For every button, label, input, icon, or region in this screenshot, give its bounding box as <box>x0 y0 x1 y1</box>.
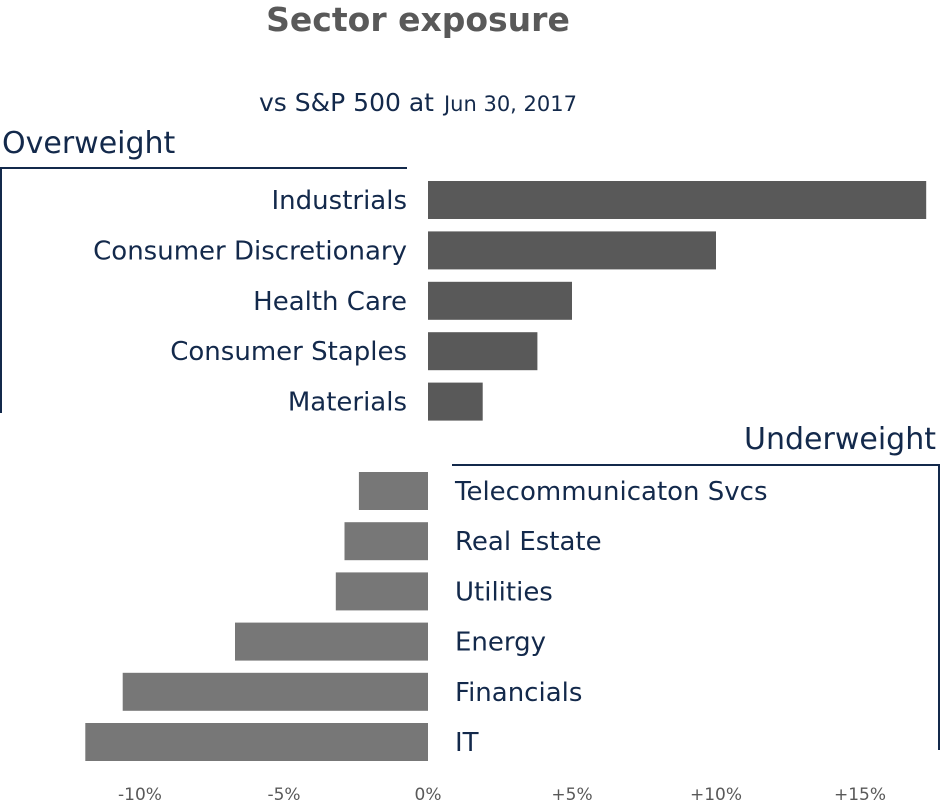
bar-consumer-discretionary <box>428 231 716 270</box>
x-tick-label: +15% <box>834 785 886 805</box>
bar-real-estate <box>344 522 428 561</box>
x-tick-label: +5% <box>551 785 592 805</box>
bar-utilities <box>335 572 428 611</box>
category-label-energy: Energy <box>455 628 546 658</box>
group-label-underweight: Underweight <box>744 422 936 457</box>
bar-telecommunicaton-svcs <box>358 472 428 510</box>
x-axis-tick-labels: -10% -5% 0% +5% +10% +15% <box>118 785 886 805</box>
bar-consumer-staples <box>428 332 538 371</box>
category-label-materials: Materials <box>288 388 407 418</box>
x-tick-label: 0% <box>415 785 442 805</box>
category-label-utilities: Utilities <box>455 577 553 607</box>
bar-energy <box>235 622 428 661</box>
chart-subtitle-text: vs S&P 500 at <box>259 88 434 117</box>
group-bracket-overweight <box>0 167 407 413</box>
bar-industrials <box>428 181 927 219</box>
group-label-overweight: Overweight <box>2 126 176 161</box>
chart-title: Sector exposure <box>266 0 570 39</box>
category-label-real-estate: Real Estate <box>455 527 602 557</box>
bar-financials <box>122 672 428 711</box>
chart-marks: Overweight Industrials Consumer Discretion… <box>0 126 940 761</box>
x-tick-label: -5% <box>267 785 300 805</box>
bar-it <box>85 723 429 761</box>
category-label-consumer-staples: Consumer Staples <box>170 337 407 367</box>
category-label-industrials: Industrials <box>272 186 407 216</box>
category-label-financials: Financials <box>455 678 582 708</box>
category-label-it: IT <box>455 728 479 758</box>
x-tick-label: -10% <box>118 785 162 805</box>
group-bracket-underweight <box>452 464 940 750</box>
bar-materials <box>428 382 483 421</box>
x-tick-label: +10% <box>690 785 742 805</box>
category-label-consumer-discretionary: Consumer Discretionary <box>93 236 407 266</box>
chart-subtitle: vs S&P 500 at Jun 30, 2017 <box>259 88 577 117</box>
category-label-telecommunicaton-svcs: Telecommunicaton Svcs <box>454 477 768 507</box>
category-label-health-care: Health Care <box>253 287 407 317</box>
bar-health-care <box>428 281 572 320</box>
chart-subtitle-date: Jun 30, 2017 <box>442 92 577 116</box>
